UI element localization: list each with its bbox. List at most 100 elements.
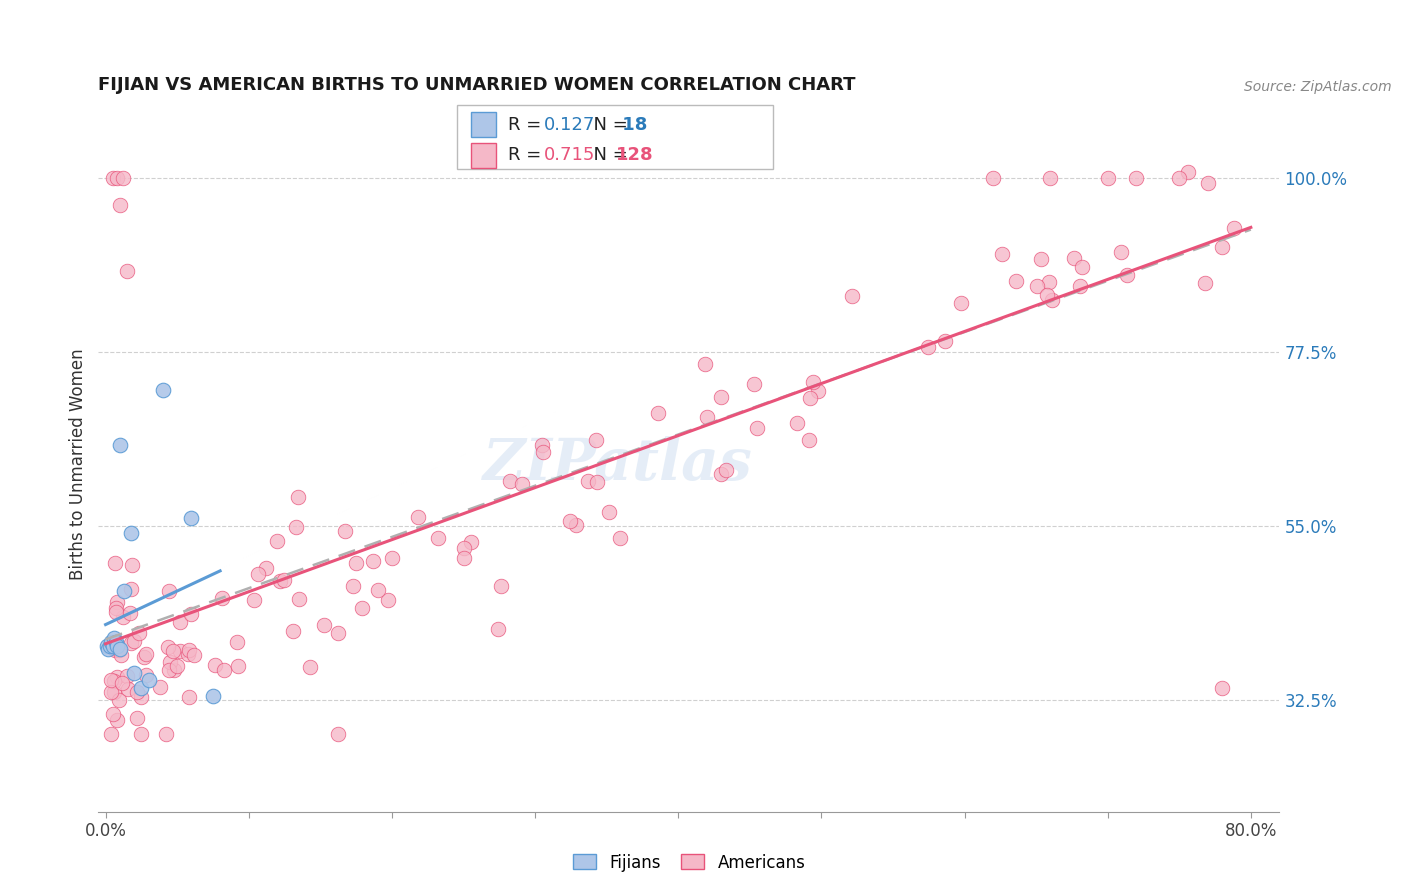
Point (120, 526, 142, 541)
Text: ZIPatlas: ZIPatlas (484, 435, 754, 492)
Point (132, 649, 155, 664)
Point (745, 421, 768, 435)
Point (367, 583, 389, 598)
Point (585, 433, 607, 447)
Point (586, 475, 609, 489)
Point (426, 531, 449, 545)
Point (100, 673, 122, 688)
Point (342, 579, 364, 593)
Point (287, 490, 309, 504)
Point (157, 584, 180, 599)
Point (179, 690, 201, 704)
Point (212, 663, 235, 677)
Point (121, 558, 143, 572)
Point (1031, 252, 1053, 266)
Point (806, 384, 828, 398)
Point (131, 681, 153, 695)
Point (273, 573, 295, 587)
Point (105, 170, 128, 185)
Point (129, 727, 152, 741)
Point (288, 591, 311, 606)
Point (111, 170, 134, 185)
Point (115, 263, 138, 277)
Point (246, 566, 269, 581)
Point (105, 670, 128, 684)
Point (696, 410, 718, 425)
Point (917, 340, 939, 354)
Point (510, 476, 533, 491)
Point (283, 624, 305, 638)
Point (453, 550, 475, 565)
Point (1040, 293, 1063, 308)
Text: 0.715: 0.715 (544, 146, 596, 164)
Point (361, 554, 384, 568)
Point (120, 636, 142, 650)
Point (108, 643, 131, 657)
Point (312, 618, 335, 632)
Point (1038, 276, 1060, 290)
Point (254, 561, 277, 575)
Point (169, 643, 191, 657)
Point (105, 639, 128, 653)
Point (100, 727, 122, 741)
Point (201, 689, 224, 703)
Point (531, 438, 554, 452)
Point (1036, 288, 1059, 302)
Point (104, 643, 127, 657)
Point (103, 684, 125, 698)
Point (489, 579, 512, 593)
Point (1071, 260, 1094, 275)
Point (531, 444, 554, 458)
Point (101, 639, 124, 653)
Point (990, 247, 1012, 261)
Point (180, 607, 202, 622)
Point (1097, 170, 1119, 185)
Point (97, 642, 120, 657)
Point (609, 532, 631, 546)
Point (100, 634, 122, 648)
Text: FIJIAN VS AMERICAN BIRTHS TO UNMARRIED WOMEN CORRELATION CHART: FIJIAN VS AMERICAN BIRTHS TO UNMARRIED W… (98, 76, 856, 94)
Point (117, 669, 139, 683)
Point (108, 198, 131, 212)
Point (344, 556, 367, 570)
Point (108, 642, 131, 657)
Point (285, 519, 308, 533)
Point (1069, 279, 1091, 293)
Point (934, 334, 956, 349)
Point (163, 663, 186, 677)
Point (100, 685, 122, 699)
Point (166, 658, 188, 673)
Point (786, 416, 808, 430)
Point (1168, 170, 1191, 185)
Point (107, 692, 129, 706)
Point (742, 377, 765, 392)
Point (801, 375, 824, 389)
Point (695, 357, 717, 371)
Point (105, 594, 128, 608)
Point (841, 288, 863, 302)
Point (228, 659, 250, 673)
Point (98, 639, 121, 653)
Point (183, 648, 205, 662)
Text: R =: R = (508, 116, 547, 134)
Point (460, 534, 482, 549)
Point (242, 593, 264, 607)
Point (326, 625, 349, 640)
Point (169, 615, 191, 629)
Point (138, 673, 160, 688)
Point (381, 551, 404, 566)
Point (135, 667, 157, 681)
Point (179, 643, 201, 657)
Point (125, 711, 148, 725)
Point (105, 605, 128, 619)
Point (110, 648, 132, 662)
Point (112, 584, 135, 599)
Point (1211, 240, 1233, 254)
Point (710, 467, 733, 481)
Text: Source: ZipAtlas.com: Source: ZipAtlas.com (1244, 79, 1392, 94)
Y-axis label: Births to Unmarried Women: Births to Unmarried Women (69, 348, 87, 580)
Point (647, 406, 669, 420)
Point (1115, 268, 1137, 282)
Text: 128: 128 (616, 146, 654, 164)
Text: N =: N = (582, 146, 634, 164)
